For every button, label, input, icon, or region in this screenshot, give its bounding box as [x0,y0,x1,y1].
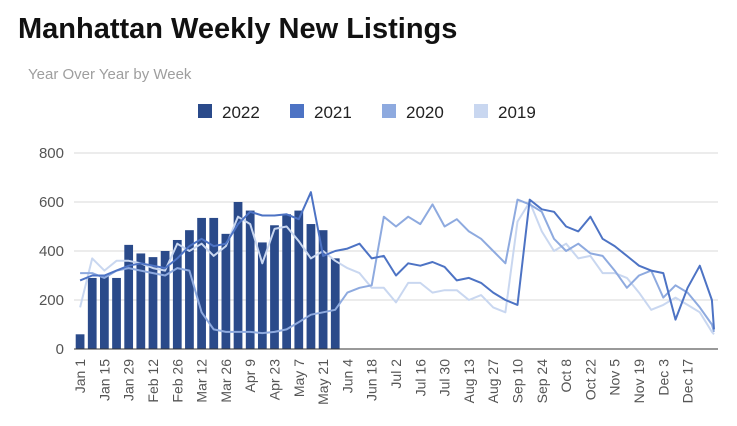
x-tick-label: Jun 4 [339,359,355,393]
x-tick-label: Mar 12 [194,359,210,403]
legend-swatch-2020 [382,104,396,118]
bar-2022 [209,217,219,349]
x-axis: Jan 1 Jan 15 Jan 29 Feb 12 Feb 26 Mar 12 Mar 2… [72,348,718,405]
bar-2022 [148,257,158,349]
chart-title: Manhattan Weekly New Listings [18,13,457,45]
legend-label: 2020 [406,103,444,122]
x-tick-label: Aug 27 [485,359,501,404]
bar-2022 [124,244,134,349]
legend-swatch-2019 [474,104,488,118]
x-tick-label: Nov 5 [607,359,623,396]
x-tick-label: Mar 26 [218,359,234,403]
bar-2022 [257,242,267,349]
x-tick-label: May 21 [315,359,331,405]
y-tick-label: 800 [39,145,64,162]
line-2020 [80,198,715,335]
y-tick-label: 0 [56,341,64,358]
x-tick-label: Jul 30 [437,359,453,397]
x-tick-label: Oct 22 [582,359,598,400]
x-tick-label: Feb 26 [169,359,185,403]
x-tick-label: Oct 8 [558,359,574,393]
bar-2022 [160,251,170,349]
x-tick-label: Dec 17 [680,359,696,404]
bar-2022 [136,253,146,349]
bar-2022 [282,214,292,349]
x-tick-label: Jun 18 [364,359,380,401]
x-tick-label: Sep 10 [510,359,526,404]
bar-2022 [306,224,316,349]
bar-2022 [245,210,255,349]
y-tick-label: 400 [39,243,64,260]
bar-2022 [294,210,304,349]
x-tick-label: Jan 15 [96,359,112,401]
bar-2022 [75,334,85,349]
x-tick-label: Jan 1 [72,359,88,393]
chart-subtitle: Year Over Year by Week [28,66,192,83]
x-tick-label: Dec 3 [655,359,671,396]
bar-2022 [197,217,206,349]
legend: 2022 2021 2020 2019 [198,103,536,122]
x-tick-label: Aug 13 [461,359,477,404]
bar-2022 [270,225,279,349]
x-tick-label: Jan 29 [121,359,137,401]
legend-swatch-2022 [198,104,212,118]
legend-label: 2022 [222,103,260,122]
legend-label: 2021 [314,103,352,122]
x-tick-label: Apr 23 [266,359,282,400]
bar-2022 [221,233,231,349]
x-tick-label: Apr 9 [242,359,258,393]
y-axis: 0 200 400 600 800 [39,145,64,358]
x-tick-label: May 7 [291,359,307,397]
bar-2022 [100,275,109,349]
bar-2022 [318,230,328,349]
x-tick-label: Feb 12 [145,359,161,403]
x-tick-label: Jul 2 [388,359,404,389]
line-2021 [79,191,715,330]
legend-label: 2019 [498,103,536,122]
series-lines [79,191,715,335]
x-tick-label: Nov 19 [631,359,647,404]
bar-2022 [112,277,121,349]
bar-2022 [330,258,340,349]
y-tick-label: 200 [39,292,64,309]
bar-2022 [172,239,182,349]
y-tick-label: 600 [39,194,64,211]
bars-2022 [75,202,340,349]
bar-2022 [87,277,97,349]
bar-2022 [233,202,243,349]
legend-swatch-2021 [290,104,304,118]
x-tick-label: Sep 24 [534,359,550,404]
bar-2022 [185,230,194,349]
x-tick-label: Jul 16 [412,359,428,397]
